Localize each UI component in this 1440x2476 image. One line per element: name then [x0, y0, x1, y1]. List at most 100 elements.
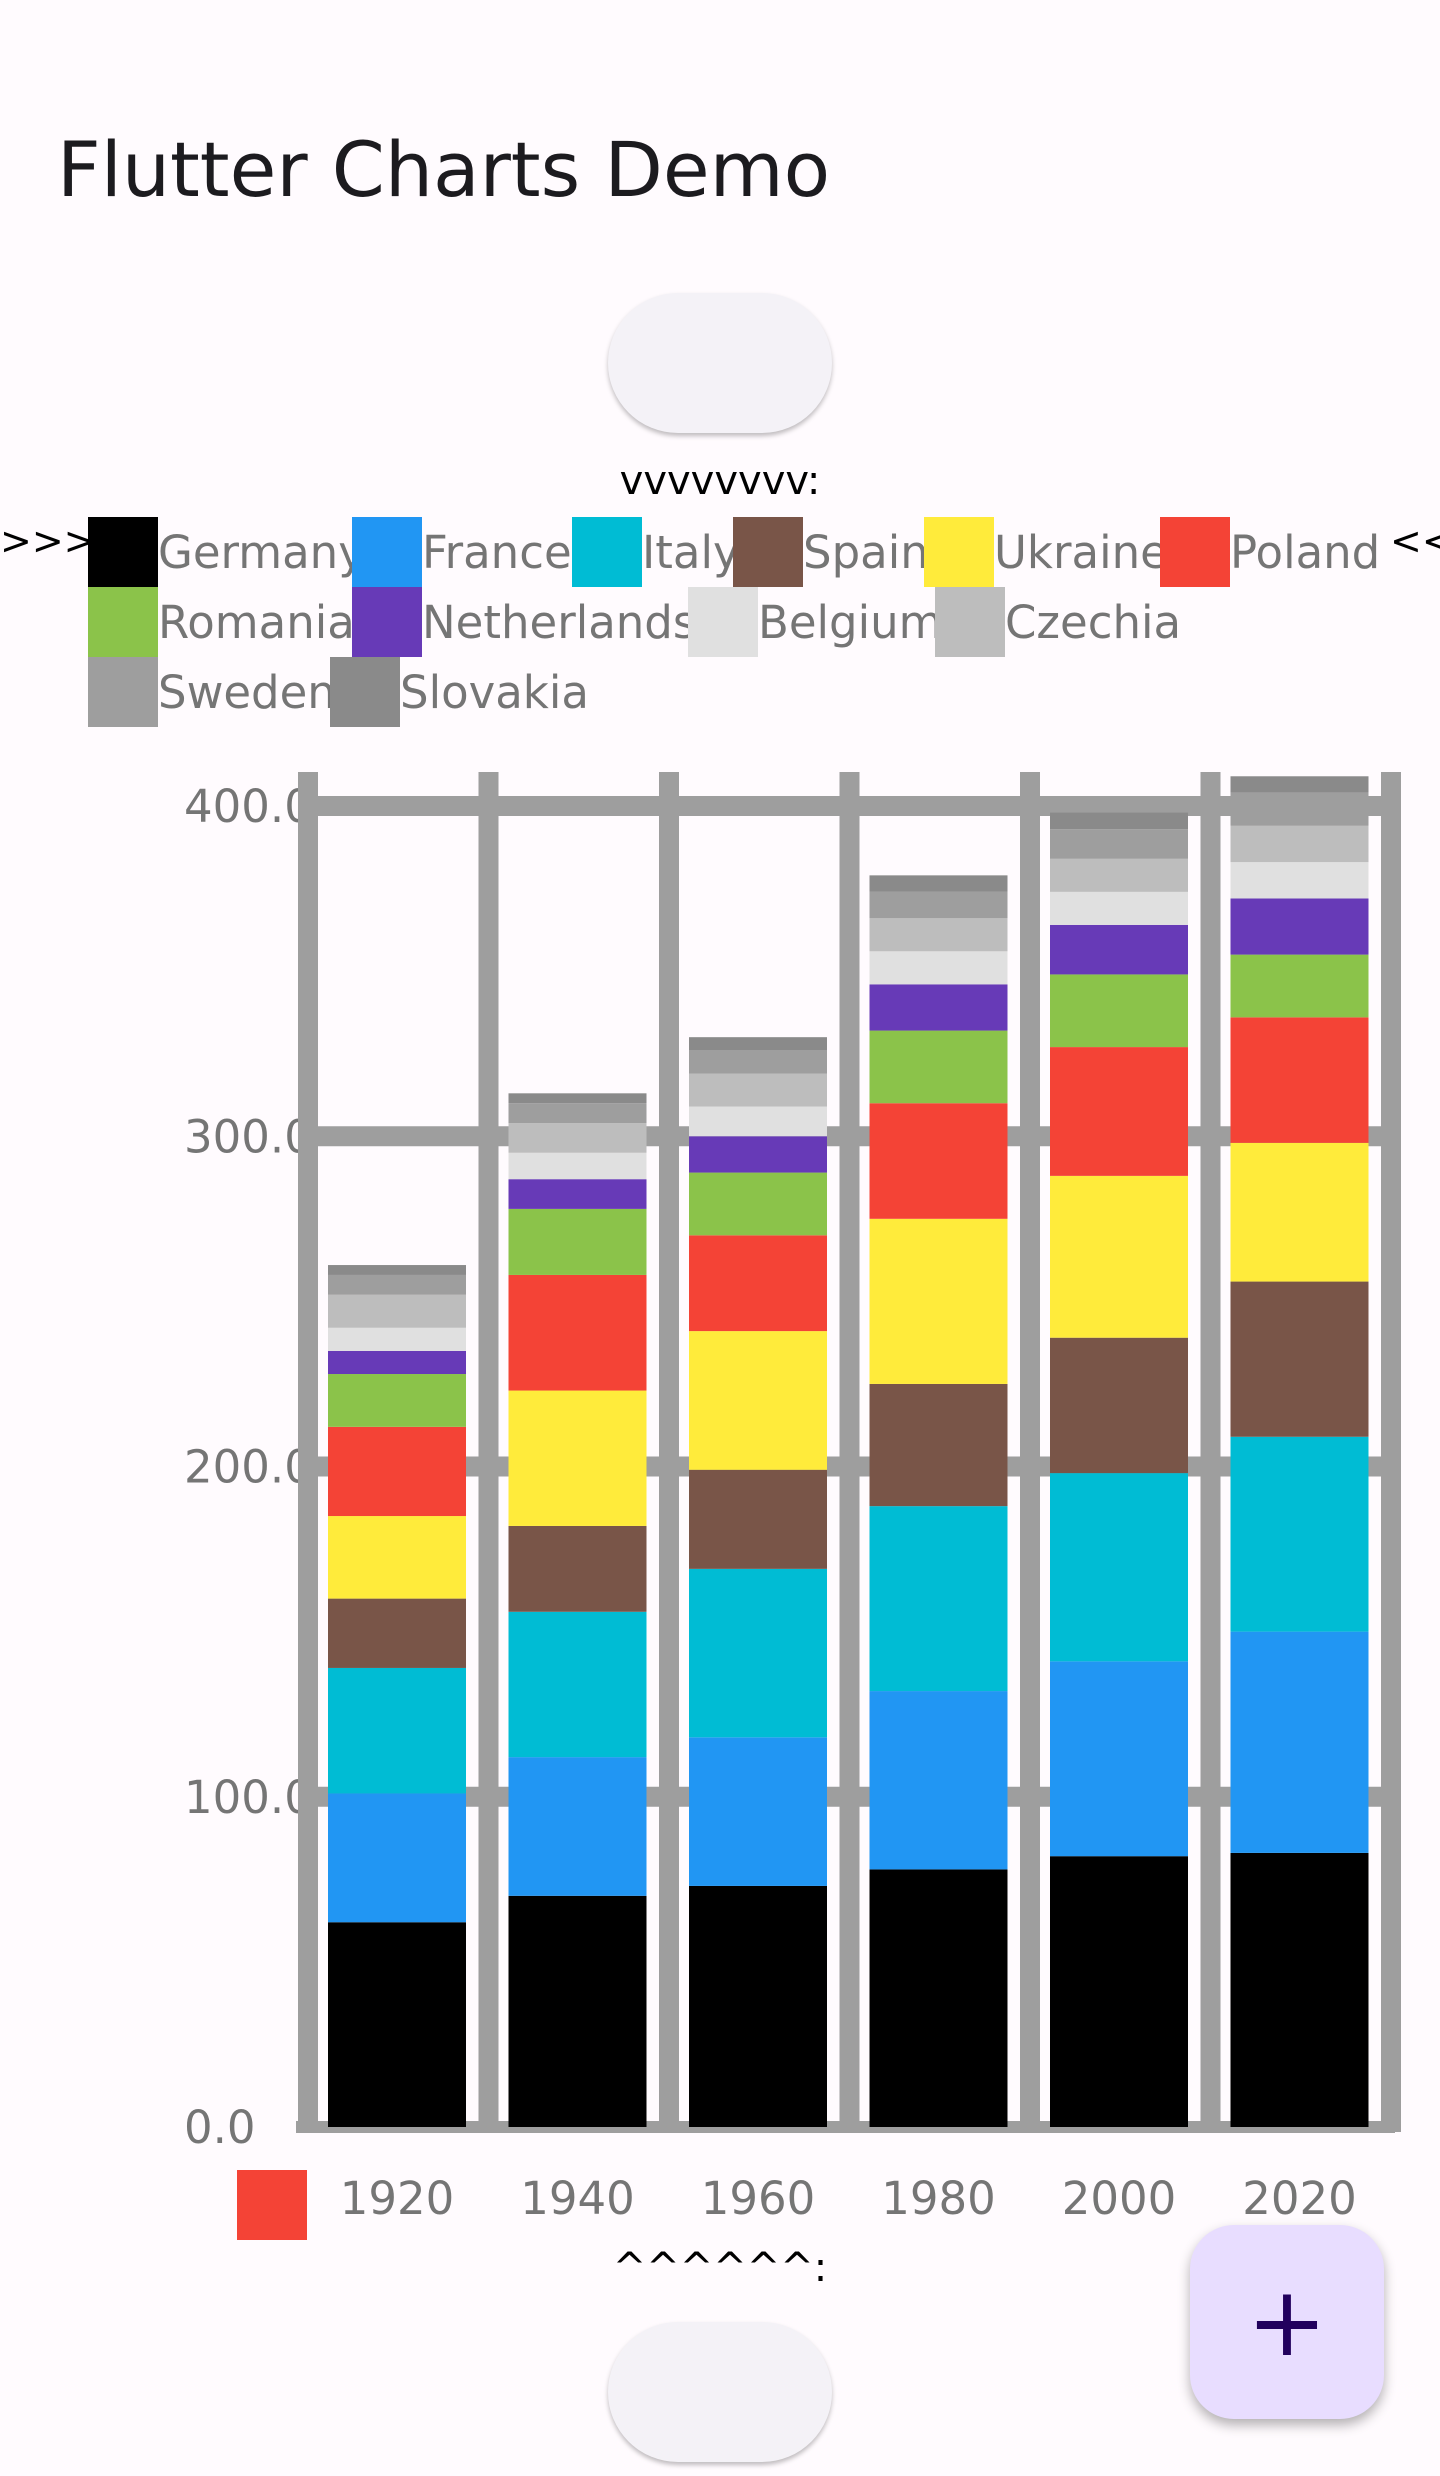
bar-segment-spain-2000	[1050, 1337, 1188, 1474]
legend-label-ukraine: Ukraine	[994, 526, 1168, 579]
legend-swatch-romania	[88, 587, 158, 657]
bar-segment-poland-1960	[689, 1235, 827, 1332]
bar-segment-netherlands-1940	[508, 1179, 647, 1209]
bar-segment-czechia-1980	[869, 918, 1008, 952]
legend-swatch-sweden	[88, 657, 158, 727]
legend-label-sweden: Sweden	[158, 666, 336, 719]
bar-segment-germany-1920	[328, 1922, 466, 2127]
bar-segment-poland-1980	[869, 1103, 1008, 1219]
y-tick-label: 300.0	[184, 1110, 313, 1163]
legend-label-czechia: Czechia	[1005, 596, 1181, 649]
bar-segment-ukraine-2000	[1050, 1175, 1188, 1338]
bar-segment-germany-1960	[689, 1885, 827, 2127]
bar-segment-romania-1940	[508, 1208, 647, 1275]
bar-segment-ukraine-1920	[328, 1516, 466, 1599]
bar-segment-italy-1980	[869, 1506, 1008, 1692]
bar-segment-belgium-1980	[869, 951, 1008, 985]
bar-segment-france-2000	[1050, 1661, 1188, 1857]
y-tick-label: 100.0	[184, 1771, 313, 1824]
x-tick-label: 1940	[520, 2172, 635, 2225]
legend-swatch-slovakia	[330, 657, 400, 727]
bar-segment-romania-1920	[328, 1374, 466, 1427]
legend-swatch-spain	[733, 517, 803, 587]
bar-segment-ukraine-2020	[1230, 1142, 1369, 1282]
legend-bottom-marker: ^^^^^^:	[612, 2245, 828, 2291]
legend-left-marker: >>>	[0, 519, 96, 563]
bar-segment-belgium-1920	[328, 1327, 466, 1351]
bar-segment-ukraine-1980	[869, 1218, 1008, 1384]
bar-segment-belgium-1940	[508, 1152, 647, 1180]
legend-swatch-italy	[572, 517, 642, 587]
bar-segment-france-2020	[1230, 1631, 1369, 1853]
x-tick-label: 2000	[1062, 2172, 1177, 2225]
legend-swatch-netherlands	[352, 587, 422, 657]
bar-segment-sweden-2020	[1230, 792, 1369, 826]
bar-segment-netherlands-2000	[1050, 924, 1188, 975]
bar-segment-france-1920	[328, 1793, 466, 1923]
bar-segment-france-1940	[508, 1757, 647, 1896]
legend-label-poland: Poland	[1230, 526, 1380, 579]
bar-segment-france-1980	[869, 1691, 1008, 1870]
bar-segment-romania-2020	[1230, 954, 1369, 1018]
bar-segment-poland-1940	[508, 1274, 647, 1391]
bar-segment-slovakia-1940	[508, 1093, 647, 1104]
legend-label-germany: Germany	[158, 526, 365, 579]
bar-segment-spain-1980	[869, 1383, 1008, 1507]
bar-segment-slovakia-1980	[869, 875, 1008, 892]
bar-segment-netherlands-1960	[689, 1136, 827, 1173]
legend-label-spain: Spain	[803, 526, 929, 579]
y-tick-label: 400.0	[184, 780, 313, 833]
bar-segment-netherlands-1920	[328, 1350, 466, 1375]
bar-segment-belgium-1960	[689, 1106, 827, 1137]
bar-segment-ukraine-1940	[508, 1390, 647, 1526]
bar-segment-slovakia-1960	[689, 1037, 827, 1051]
x-tick-label: 2020	[1242, 2172, 1357, 2225]
x-tick-label: 1920	[340, 2172, 455, 2225]
legend-top-marker: vvvvvvvv:	[619, 458, 821, 504]
bar-segment-slovakia-1920	[328, 1265, 466, 1275]
bar-segment-czechia-1920	[328, 1294, 466, 1328]
bar-segment-belgium-2020	[1230, 862, 1369, 899]
bar-segment-slovakia-2000	[1050, 812, 1188, 830]
legend-swatch-germany	[88, 517, 158, 587]
x-axis-legend-swatch	[237, 2170, 307, 2240]
legend-label-france: France	[422, 526, 572, 579]
bar-segment-netherlands-2020	[1230, 898, 1369, 955]
bar-segment-romania-1960	[689, 1172, 827, 1236]
bar-segment-poland-1920	[328, 1426, 466, 1517]
bar-segment-italy-1960	[689, 1568, 827, 1738]
bar-segment-belgium-2000	[1050, 891, 1188, 925]
bar-segment-spain-1960	[689, 1469, 827, 1569]
bottom-button[interactable]	[608, 2322, 832, 2462]
x-tick-label: 1960	[701, 2172, 816, 2225]
bar-segment-sweden-1980	[869, 891, 1008, 919]
legend-swatch-poland	[1160, 517, 1230, 587]
bar-segment-france-1960	[689, 1737, 827, 1886]
bar-segment-germany-1940	[508, 1895, 647, 2127]
bar-segment-sweden-1960	[689, 1050, 827, 1074]
bar-segment-slovakia-2020	[1230, 776, 1369, 793]
bar-segment-netherlands-1980	[869, 984, 1008, 1031]
bar-segment-germany-1980	[869, 1869, 1008, 2127]
add-fab-button[interactable]: +	[1190, 2225, 1384, 2419]
y-tick-label: 0.0	[184, 2101, 256, 2154]
legend-label-romania: Romania	[158, 596, 355, 649]
bar-segment-germany-2000	[1050, 1856, 1188, 2127]
bar-segment-czechia-2000	[1050, 858, 1188, 892]
bar-segment-poland-2000	[1050, 1047, 1188, 1176]
legend-label-belgium: Belgium	[758, 596, 942, 649]
x-tick-label: 1980	[881, 2172, 996, 2225]
bar-segment-sweden-1940	[508, 1103, 647, 1124]
y-tick-label: 200.0	[184, 1441, 313, 1494]
bar-segment-sweden-1920	[328, 1274, 466, 1295]
bar-segment-ukraine-1960	[689, 1331, 827, 1470]
top-button[interactable]	[608, 293, 832, 433]
legend-swatch-belgium	[688, 587, 758, 657]
legend-swatch-czechia	[935, 587, 1005, 657]
bar-segment-italy-1920	[328, 1667, 466, 1794]
bar-segment-romania-1980	[869, 1030, 1008, 1104]
legend-right-marker: <<	[1390, 519, 1440, 563]
bar-segment-italy-2020	[1230, 1436, 1369, 1632]
bar-segment-czechia-1960	[689, 1073, 827, 1107]
bar-segment-italy-1940	[508, 1611, 647, 1758]
